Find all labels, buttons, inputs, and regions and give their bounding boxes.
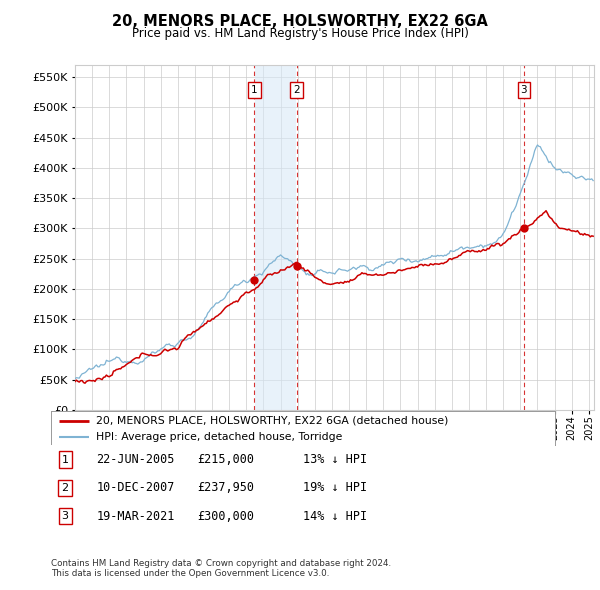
Text: 1: 1 — [251, 86, 257, 96]
Text: Contains HM Land Registry data © Crown copyright and database right 2024.: Contains HM Land Registry data © Crown c… — [51, 559, 391, 568]
Text: 20, MENORS PLACE, HOLSWORTHY, EX22 6GA: 20, MENORS PLACE, HOLSWORTHY, EX22 6GA — [112, 14, 488, 28]
Text: £237,950: £237,950 — [197, 481, 254, 494]
Text: 2: 2 — [293, 86, 300, 96]
Text: 10-DEC-2007: 10-DEC-2007 — [97, 481, 175, 494]
Text: 22-JUN-2005: 22-JUN-2005 — [97, 453, 175, 466]
Text: £300,000: £300,000 — [197, 510, 254, 523]
Text: Price paid vs. HM Land Registry's House Price Index (HPI): Price paid vs. HM Land Registry's House … — [131, 27, 469, 40]
Text: 19% ↓ HPI: 19% ↓ HPI — [303, 481, 367, 494]
Text: £215,000: £215,000 — [197, 453, 254, 466]
Text: 13% ↓ HPI: 13% ↓ HPI — [303, 453, 367, 466]
Text: 2: 2 — [62, 483, 68, 493]
Text: This data is licensed under the Open Government Licence v3.0.: This data is licensed under the Open Gov… — [51, 569, 329, 578]
Text: 3: 3 — [521, 86, 527, 96]
Text: 20, MENORS PLACE, HOLSWORTHY, EX22 6GA (detached house): 20, MENORS PLACE, HOLSWORTHY, EX22 6GA (… — [97, 416, 449, 426]
Text: HPI: Average price, detached house, Torridge: HPI: Average price, detached house, Torr… — [97, 432, 343, 442]
Text: 1: 1 — [62, 455, 68, 464]
Text: 3: 3 — [62, 512, 68, 521]
Text: 19-MAR-2021: 19-MAR-2021 — [97, 510, 175, 523]
Text: 14% ↓ HPI: 14% ↓ HPI — [303, 510, 367, 523]
